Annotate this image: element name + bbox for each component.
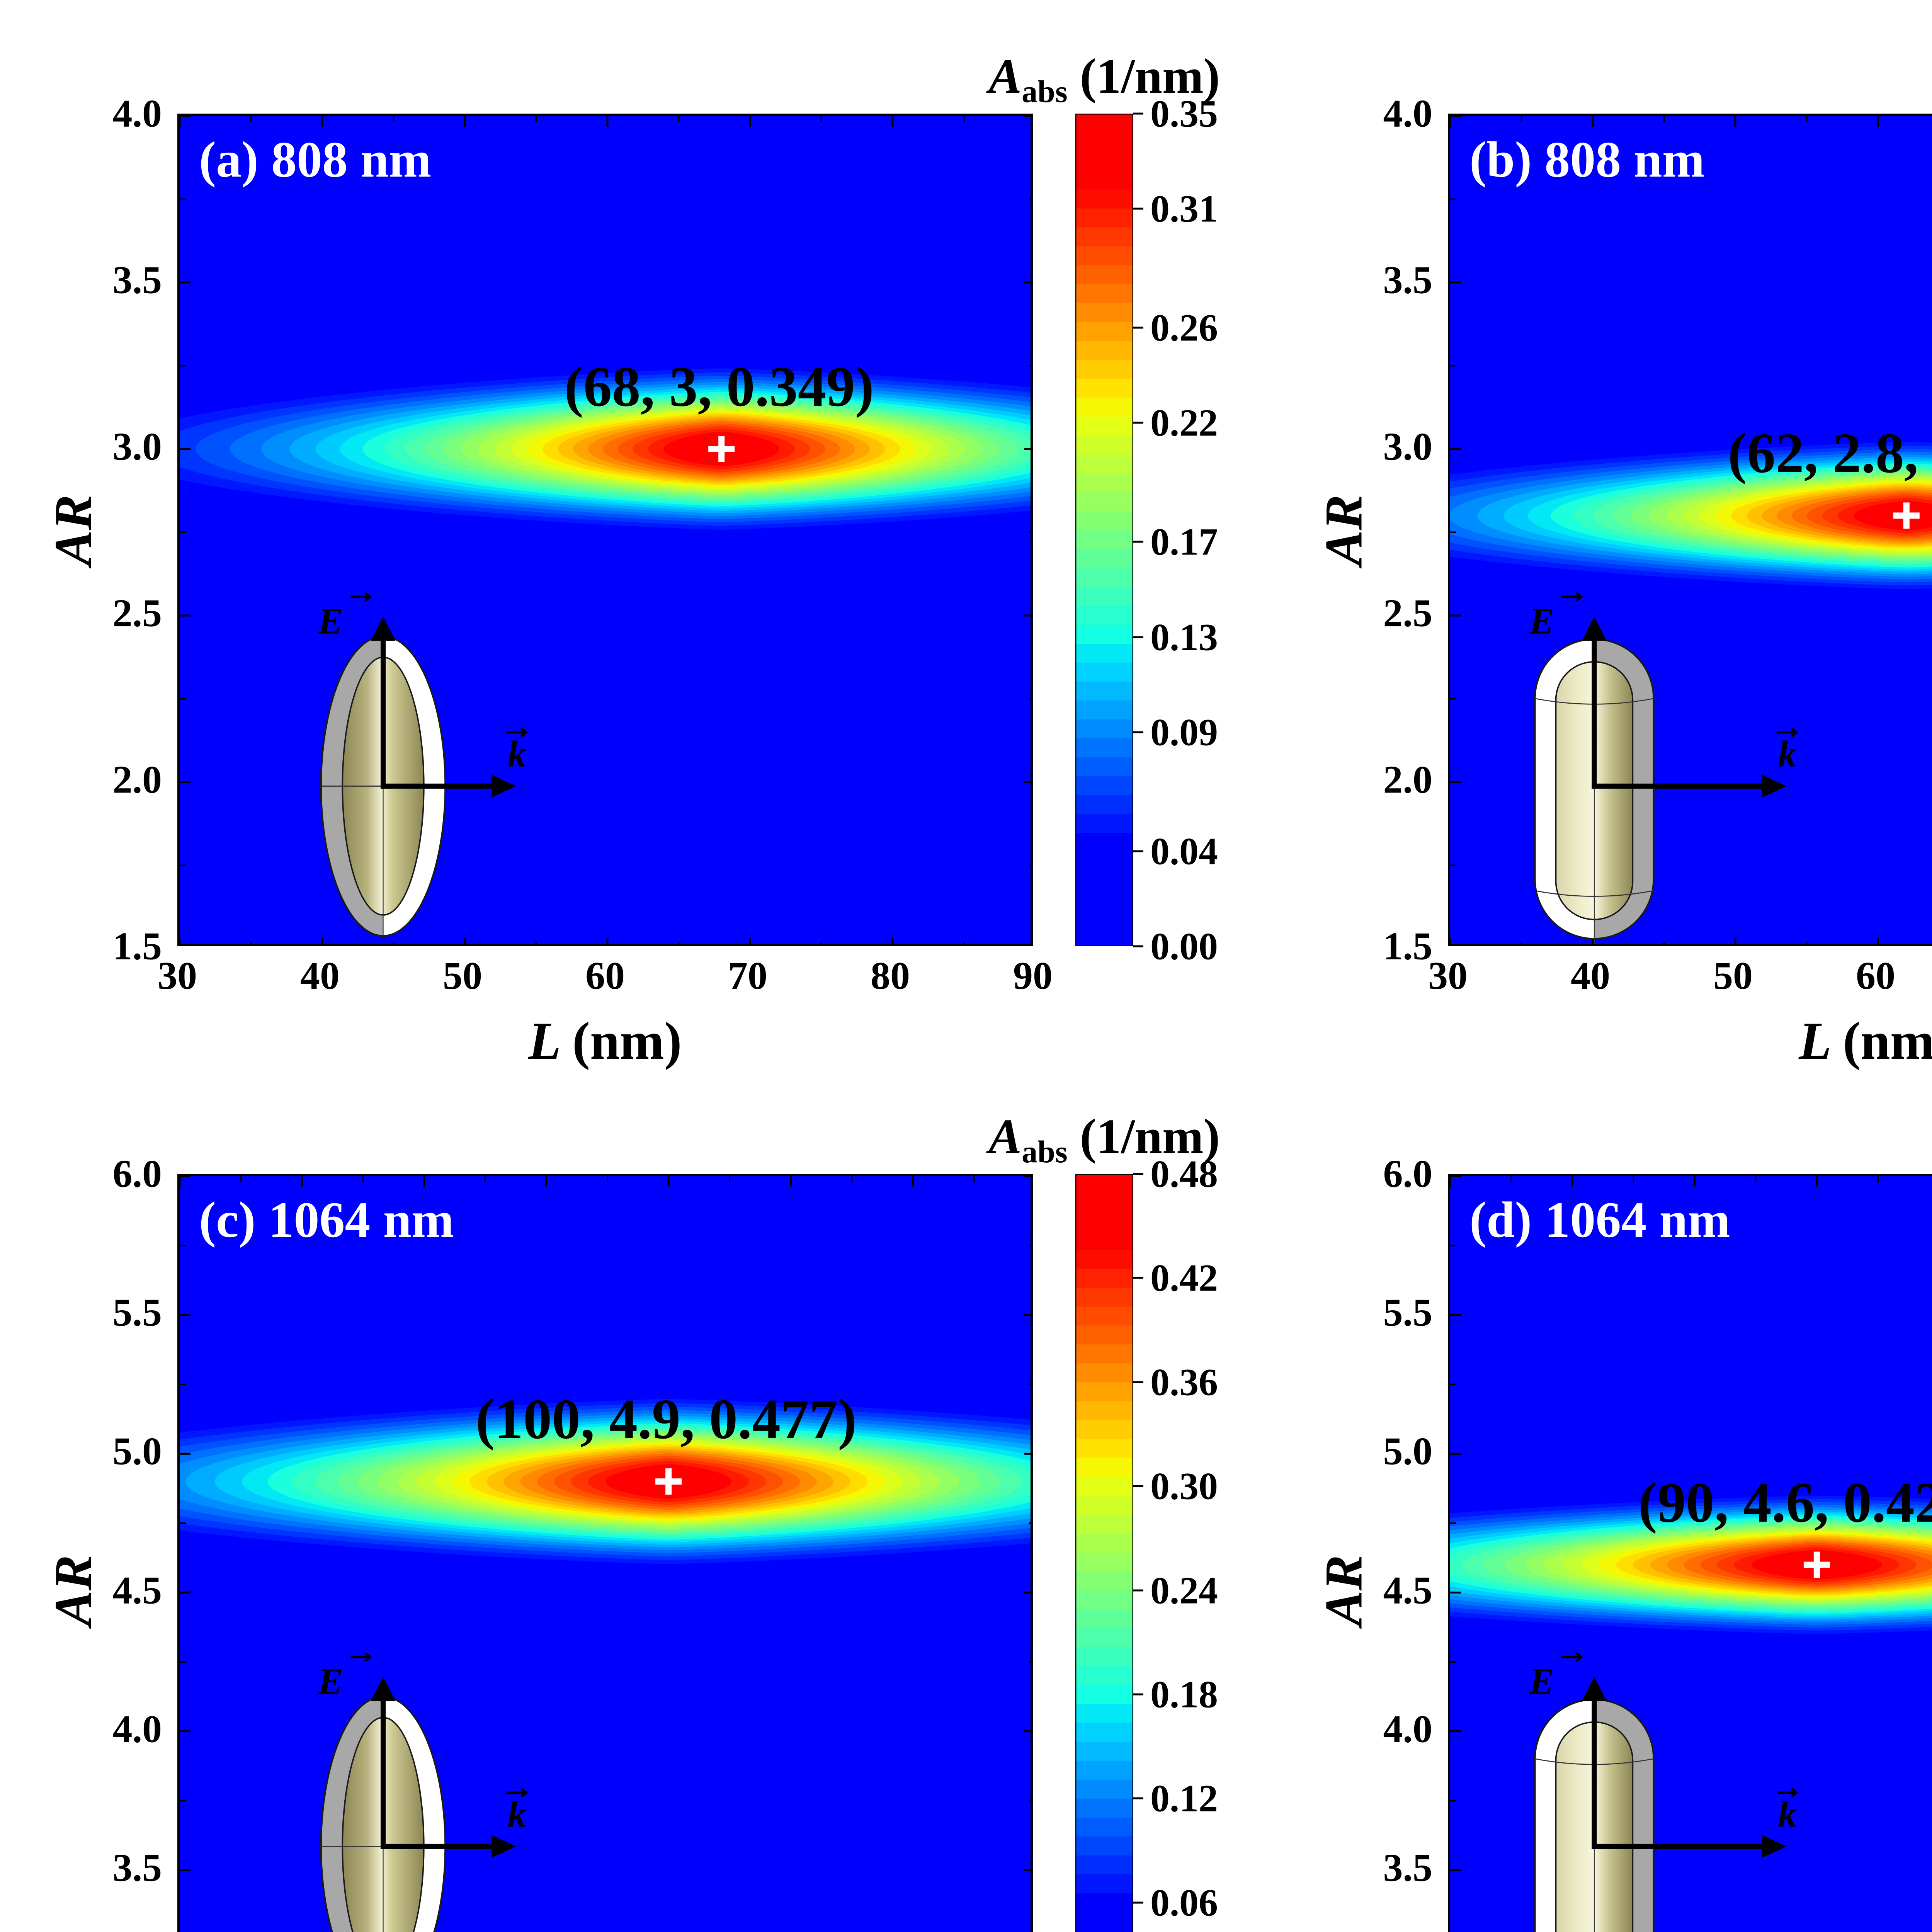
svg-text:E: E bbox=[1529, 1660, 1554, 1702]
svg-text:k: k bbox=[1778, 1793, 1796, 1835]
svg-text:E: E bbox=[318, 1660, 343, 1702]
svg-text:E: E bbox=[318, 600, 343, 641]
svg-text:E: E bbox=[1529, 600, 1554, 641]
svg-text:k: k bbox=[507, 1793, 526, 1835]
svg-text:k: k bbox=[1778, 733, 1796, 774]
svg-text:k: k bbox=[507, 733, 526, 774]
